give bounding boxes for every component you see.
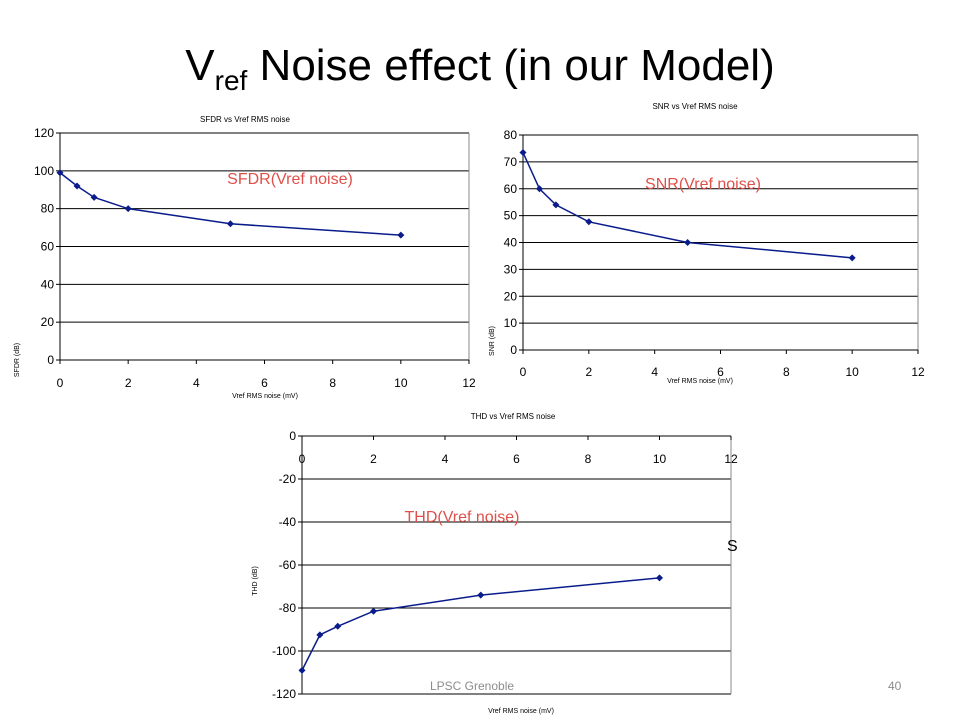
- y-tick-label: 40: [504, 236, 518, 250]
- data-point: [56, 169, 64, 177]
- x-tick-label: 0: [57, 376, 64, 390]
- x-tick-label: 6: [513, 452, 520, 466]
- x-axis-label: Vref RMS noise (mV): [232, 393, 298, 400]
- chart-title: THD vs Vref RMS noise: [471, 412, 556, 421]
- annotation-label: SNR(Vref noise): [645, 176, 761, 193]
- y-tick-label: 0: [47, 353, 54, 367]
- data-point: [585, 218, 593, 226]
- x-tick-label: 10: [845, 365, 859, 379]
- snr-chart: 0 10 20 30 40 50 60 70 80 0 2 4 6 8 10 12 SNR vs Vref RM…: [489, 102, 925, 385]
- series-line: [301, 577, 660, 671]
- data-point: [684, 239, 692, 246]
- data-point: [535, 185, 543, 193]
- data-point: [124, 205, 132, 213]
- x-tick-label: 4: [193, 376, 200, 390]
- y-axis-label: THD (dB): [252, 566, 259, 596]
- data-point: [334, 622, 342, 630]
- x-tick-label: 10: [394, 376, 408, 390]
- data-point: [73, 182, 81, 190]
- y-tick-label: 10: [504, 316, 518, 330]
- data-point: [370, 607, 377, 615]
- data-point: [552, 201, 560, 209]
- title-main: V: [185, 41, 215, 90]
- y-tick-label: 70: [504, 155, 518, 169]
- x-tick-label: 2: [585, 365, 592, 379]
- series-line: [59, 172, 401, 236]
- sfdr-chart: 0 20 40 60 80 100 120 0 2 4 6 8 10 12 SFDR vs Vref RMS…: [14, 115, 476, 400]
- x-tick-label: 0: [520, 365, 527, 379]
- title-rest: Noise effect (in our Model): [247, 41, 775, 90]
- annotation-label: SFDR(Vref noise): [227, 171, 353, 188]
- y-tick-label: -100: [272, 644, 296, 658]
- data-point: [848, 254, 856, 262]
- data-point: [397, 231, 405, 239]
- y-axis-label: SFDR (dB): [14, 343, 21, 377]
- y-tick-label: 30: [504, 262, 518, 276]
- series-line: [522, 152, 853, 259]
- x-axis-label: Vref RMS noise (mV): [488, 708, 554, 715]
- x-tick-label: 4: [651, 365, 658, 379]
- x-tick-label: 10: [653, 452, 667, 466]
- y-axis-label: SNR (dB): [489, 326, 496, 356]
- y-tick-label: 80: [504, 128, 518, 142]
- x-tick-label: 12: [911, 365, 925, 379]
- x-tick-label: 12: [462, 376, 476, 390]
- y-tick-label: 120: [34, 126, 54, 140]
- x-tick-label: 6: [717, 365, 724, 379]
- x-tick-label: 4: [442, 452, 449, 466]
- y-tick-label: -20: [279, 472, 297, 486]
- x-tick-label: 8: [329, 376, 336, 390]
- y-tick-label: 0: [510, 343, 517, 357]
- y-tick-label: -60: [279, 558, 297, 572]
- title-subscript: ref: [214, 65, 248, 96]
- y-tick-label: 60: [504, 182, 518, 196]
- data-point: [477, 591, 485, 599]
- stray-glyph: S: [727, 538, 738, 555]
- data-point: [656, 574, 663, 582]
- y-tick-label: 20: [41, 315, 55, 329]
- y-tick-label: -120: [272, 687, 296, 701]
- x-tick-label: 2: [125, 376, 132, 390]
- slide-title: Vref Noise effect (in our Model): [0, 38, 960, 109]
- x-tick-label: 12: [724, 452, 738, 466]
- data-point: [316, 631, 324, 639]
- y-tick-label: 50: [504, 209, 518, 223]
- y-tick-label: 20: [504, 289, 518, 303]
- y-tick-label: -40: [279, 515, 297, 529]
- page-number: 40: [888, 679, 902, 693]
- x-tick-label: 8: [585, 452, 592, 466]
- chart-title: SFDR vs Vref RMS noise: [200, 115, 290, 124]
- x-tick-label: 6: [261, 376, 268, 390]
- y-tick-label: 0: [289, 429, 296, 443]
- data-point: [519, 148, 527, 156]
- x-tick-label: 8: [783, 365, 790, 379]
- y-tick-label: 60: [41, 240, 55, 254]
- data-point: [298, 666, 306, 674]
- y-tick-label: 40: [41, 277, 55, 291]
- x-axis-label: Vref RMS noise (mV): [667, 378, 733, 385]
- chart-title: SNR vs Vref RMS noise: [652, 102, 738, 111]
- footer-organization: LPSC Grenoble: [430, 679, 515, 693]
- y-tick-label: 100: [34, 164, 54, 178]
- data-point: [90, 193, 98, 201]
- annotation-label: THD(Vref noise): [405, 509, 520, 526]
- y-tick-label: 80: [41, 202, 55, 216]
- y-tick-label: -80: [279, 601, 297, 615]
- x-tick-label: 0: [299, 452, 306, 466]
- data-point: [226, 220, 234, 228]
- x-tick-label: 2: [370, 452, 377, 466]
